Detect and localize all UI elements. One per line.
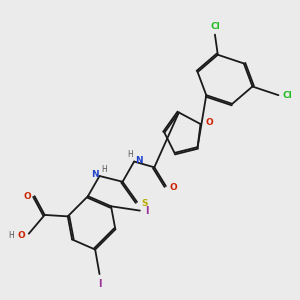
Text: O: O	[23, 192, 31, 201]
Text: I: I	[98, 279, 101, 289]
Text: H: H	[8, 232, 14, 241]
Text: Cl: Cl	[210, 22, 220, 31]
Text: O: O	[206, 118, 213, 127]
Text: S: S	[141, 199, 148, 208]
Text: N: N	[91, 170, 98, 179]
Text: I: I	[145, 206, 148, 216]
Text: Cl: Cl	[283, 91, 292, 100]
Text: H: H	[101, 165, 107, 174]
Text: O: O	[18, 232, 25, 241]
Text: H: H	[127, 150, 133, 159]
Text: N: N	[135, 156, 143, 165]
Text: O: O	[169, 183, 177, 192]
